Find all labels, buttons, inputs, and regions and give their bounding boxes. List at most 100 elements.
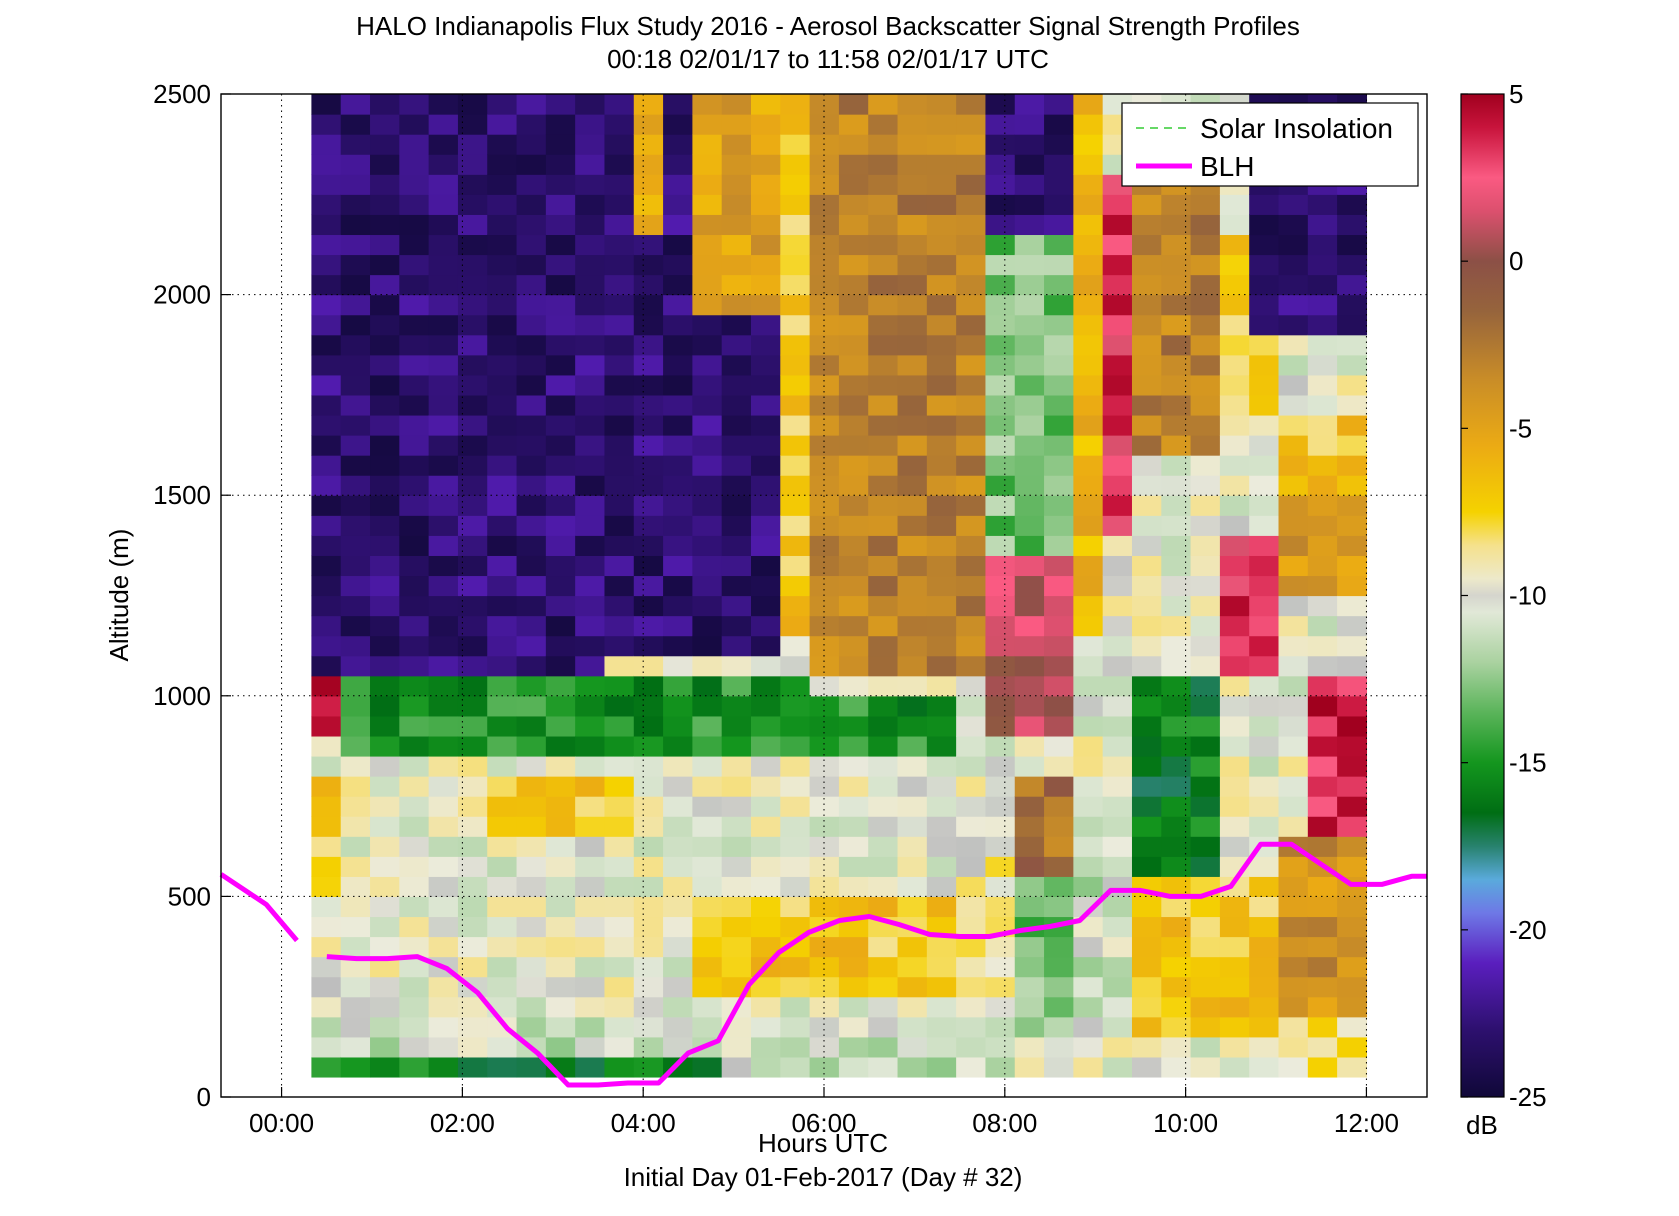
heatmap-cell <box>692 796 723 817</box>
heatmap-cell <box>487 936 518 958</box>
heatmap-cell <box>985 334 1016 356</box>
heatmap-cell <box>1014 735 1045 757</box>
heatmap-cell <box>340 334 371 356</box>
heatmap-cell <box>956 394 987 416</box>
heatmap-cell <box>809 635 840 657</box>
heatmap-cell <box>1131 816 1162 837</box>
heatmap-cell <box>633 776 664 797</box>
heatmap-cell <box>838 715 869 737</box>
heatmap-cell <box>897 996 928 1018</box>
heatmap-cell <box>399 916 430 938</box>
heatmap-cell <box>370 194 400 215</box>
heatmap-cell <box>487 134 518 155</box>
heatmap-cell <box>545 515 576 536</box>
heatmap-cell <box>575 896 606 918</box>
heatmap-cell <box>868 435 899 456</box>
heatmap-cell <box>1219 1016 1250 1038</box>
heatmap-cell <box>545 876 576 897</box>
heatmap-cell <box>1161 234 1192 256</box>
heatmap-cell <box>692 194 723 215</box>
heatmap-cell <box>956 675 987 697</box>
heatmap-cell <box>780 595 811 617</box>
heatmap-cell <box>487 976 518 998</box>
heatmap-cell <box>370 515 400 536</box>
heatmap-cell <box>516 274 547 296</box>
heatmap-cell <box>1190 455 1221 476</box>
heatmap-cell <box>721 755 752 777</box>
heatmap-cell <box>663 394 693 416</box>
heatmap-cell <box>809 715 840 737</box>
heatmap-cell <box>399 515 430 536</box>
heatmap-cell <box>1073 334 1104 356</box>
legend-label-blh: BLH <box>1200 151 1254 182</box>
y-tick-label: 2500 <box>153 79 211 109</box>
heatmap-cell <box>663 515 693 536</box>
heatmap-cell <box>809 435 840 456</box>
heatmap-cell <box>692 535 723 556</box>
heatmap-cell <box>1249 715 1280 737</box>
heatmap-cell <box>721 796 752 817</box>
heatmap-cell <box>1073 555 1104 577</box>
heatmap-cell <box>1014 535 1045 556</box>
heatmap-cell <box>1044 515 1074 536</box>
heatmap-cell <box>487 515 518 536</box>
heatmap-cell <box>1307 495 1338 516</box>
heatmap-cell <box>721 374 752 396</box>
heatmap-cell <box>956 896 987 918</box>
heatmap-cell <box>1307 735 1338 757</box>
heatmap-cell <box>1131 214 1162 236</box>
heatmap-cell <box>1161 816 1192 837</box>
heatmap-cell <box>1102 755 1133 777</box>
heatmap-cell <box>1278 1056 1309 1078</box>
heatmap-cell <box>428 254 459 276</box>
heatmap-cell <box>604 374 635 396</box>
heatmap-cell <box>633 1016 664 1038</box>
heatmap-cell <box>1337 796 1368 817</box>
heatmap-cell <box>721 655 752 677</box>
heatmap-cell <box>1337 996 1368 1018</box>
heatmap-cell <box>692 896 723 918</box>
heatmap-cell <box>370 134 400 155</box>
heatmap-cell <box>985 174 1016 195</box>
heatmap-cell <box>311 475 342 496</box>
heatmap-cell <box>604 755 635 777</box>
heatmap-cell <box>780 174 811 195</box>
heatmap-cell <box>1190 575 1221 597</box>
heatmap-cell <box>956 194 987 215</box>
heatmap-cell <box>1249 194 1280 215</box>
heatmap-cell <box>1131 234 1162 256</box>
heatmap-cell <box>516 956 547 978</box>
heatmap-cell <box>868 996 899 1018</box>
heatmap-cell <box>428 154 459 175</box>
heatmap-cell <box>457 916 488 938</box>
heatmap-cell <box>340 1056 371 1078</box>
heatmap-cell <box>428 314 459 336</box>
heatmap-cell <box>721 956 752 978</box>
heatmap-cell <box>926 735 957 757</box>
heatmap-cell <box>1219 615 1250 637</box>
heatmap-cell <box>838 154 869 175</box>
heatmap-cell <box>1278 635 1309 657</box>
heatmap-cell <box>1219 936 1250 958</box>
heatmap-cell <box>897 174 928 195</box>
heatmap-cell <box>1073 154 1104 175</box>
heatmap-cell <box>897 535 928 556</box>
heatmap-cell <box>780 455 811 476</box>
heatmap-cell <box>1307 274 1338 296</box>
heatmap-cell <box>868 876 899 897</box>
heatmap-cell <box>1307 916 1338 938</box>
heatmap-cell <box>1073 635 1104 657</box>
heatmap-cell <box>926 435 957 456</box>
heatmap-cell <box>868 1016 899 1038</box>
heatmap-cell <box>340 896 371 918</box>
heatmap-cell <box>751 976 781 998</box>
heatmap-cell <box>604 294 635 316</box>
heatmap-cell <box>575 956 606 978</box>
heatmap-cell <box>633 595 664 617</box>
heatmap-cell <box>1161 334 1192 356</box>
heatmap-cell <box>868 354 899 376</box>
heatmap-cell <box>809 274 840 296</box>
heatmap-cell <box>1073 535 1104 556</box>
heatmap-cell <box>809 94 840 115</box>
